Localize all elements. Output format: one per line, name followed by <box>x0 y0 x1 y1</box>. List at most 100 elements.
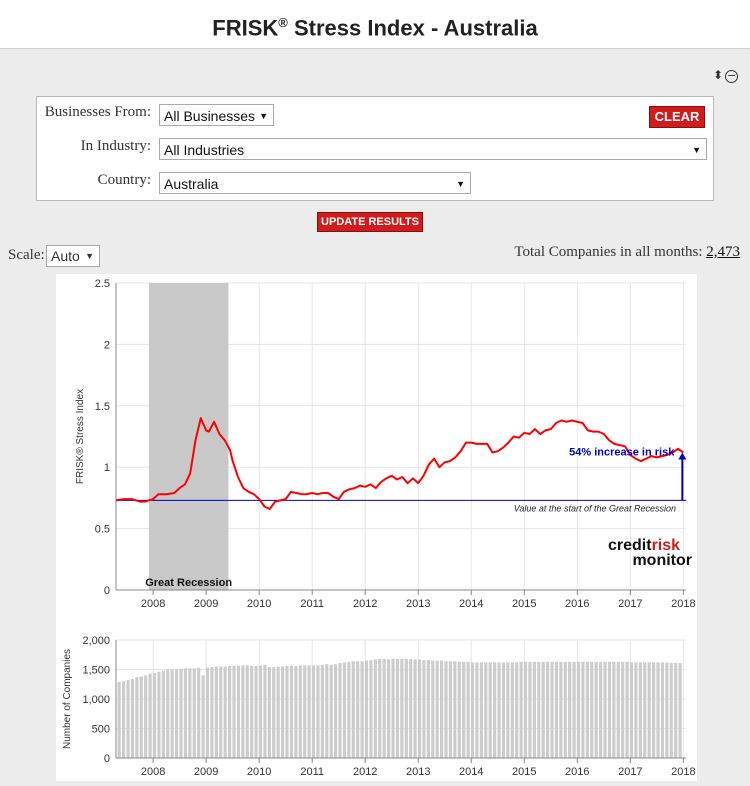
company-count-bar <box>470 662 475 758</box>
company-count-bar <box>117 681 121 758</box>
company-count-bar <box>572 661 576 758</box>
x-tick-label: 2018 <box>671 766 695 778</box>
logo-risk: risk <box>652 537 681 554</box>
company-count-bar <box>594 661 598 758</box>
total-value[interactable]: 2,473 <box>706 244 740 260</box>
company-count-bar <box>175 669 179 758</box>
company-count-bar <box>638 662 642 758</box>
company-count-bar <box>453 661 457 758</box>
company-count-bar <box>568 661 572 758</box>
x-tick-label: 2015 <box>512 766 536 778</box>
company-count-bar <box>457 661 461 758</box>
company-count-bar <box>122 681 126 758</box>
company-count-bar <box>188 668 192 758</box>
industry-select[interactable]: All Industries ▼ <box>159 138 707 160</box>
y-tick-label: 2 <box>104 339 110 351</box>
company-count-bar <box>674 663 678 758</box>
company-count-bar <box>263 664 267 758</box>
company-count-bar <box>294 665 298 758</box>
company-count-bar <box>590 661 594 758</box>
total-companies: Total Companies in all months: 2,473 <box>514 244 740 261</box>
company-count-bar <box>475 662 479 758</box>
company-count-bar <box>537 661 541 758</box>
company-count-bar <box>603 661 607 758</box>
company-count-bar <box>426 660 430 758</box>
recession-band <box>148 283 229 590</box>
y-tick-label: 2,000 <box>82 635 110 647</box>
company-count-bar <box>528 661 532 758</box>
company-count-bar <box>678 663 682 758</box>
logo-line2: monitor <box>632 552 692 569</box>
country-label: Country: <box>97 172 151 188</box>
scale-value: Auto <box>51 248 80 264</box>
company-count-bar <box>493 662 497 758</box>
y-tick-label: 1 <box>104 462 110 474</box>
x-tick-label: 2014 <box>459 598 483 610</box>
company-count-bar <box>523 661 528 758</box>
company-count-bar <box>621 661 625 758</box>
company-count-bar <box>338 663 342 758</box>
x-tick-label: 2011 <box>300 598 324 610</box>
company-count-bar <box>585 661 589 758</box>
company-count-bar <box>559 661 563 758</box>
x-tick-label: 2012 <box>353 766 377 778</box>
sort-updown-icon[interactable]: ⬍ <box>713 68 724 82</box>
company-count-bar <box>607 661 612 758</box>
caret-down-icon: ▼ <box>85 251 94 261</box>
company-count-bar <box>148 673 152 758</box>
country-select[interactable]: Australia ▼ <box>159 172 471 194</box>
x-tick-label: 2017 <box>618 766 642 778</box>
x-tick-label: 2010 <box>247 766 271 778</box>
company-count-bar <box>281 666 285 758</box>
company-count-bar <box>576 661 581 758</box>
company-count-bar <box>660 662 665 758</box>
company-count-bar <box>404 658 408 758</box>
caret-down-icon: ▼ <box>456 179 465 189</box>
panel-controls: ⬍ − <box>713 68 739 83</box>
baseline-label: Value at the start of the Great Recessio… <box>514 503 676 513</box>
x-tick-label: 2016 <box>565 598 589 610</box>
company-count-bar <box>342 662 347 758</box>
company-count-bar <box>669 663 673 758</box>
company-count-bar <box>501 662 506 758</box>
update-results-button[interactable]: UPDATE RESULTS <box>317 212 423 232</box>
increase-annotation: 54% increase in risk <box>569 446 675 458</box>
company-count-bar <box>387 659 391 758</box>
clear-button[interactable]: CLEAR <box>649 106 705 128</box>
company-count-bar <box>276 666 280 758</box>
businesses-select[interactable]: All Businesses ▼ <box>159 104 274 126</box>
company-count-bar <box>232 665 236 758</box>
company-count-bar <box>546 661 550 758</box>
company-count-bar <box>170 669 174 758</box>
y-tick-label: 1,000 <box>82 694 110 706</box>
businesses-label: Businesses From: <box>44 104 151 120</box>
company-count-bar <box>391 658 395 758</box>
logo-credit: credit <box>608 537 652 554</box>
company-count-bar <box>157 671 161 758</box>
company-count-bar <box>364 660 369 758</box>
company-count-bar <box>373 659 377 758</box>
y-tick-label: 2.5 <box>95 278 110 290</box>
x-tick-label: 2015 <box>512 598 536 610</box>
company-count-bar <box>643 662 647 758</box>
company-count-bar <box>519 661 523 758</box>
company-count-bar <box>245 665 249 758</box>
company-count-bar <box>144 675 148 758</box>
x-tick-label: 2018 <box>671 598 695 610</box>
company-count-bar <box>126 680 130 758</box>
company-count-bar <box>599 661 603 758</box>
y-tick-label: 0 <box>104 585 110 597</box>
company-count-bar <box>541 661 545 758</box>
company-count-bar <box>422 660 426 758</box>
frisk-series-line <box>115 417 684 510</box>
x-tick-label: 2014 <box>459 766 483 778</box>
scale-select[interactable]: Auto ▼ <box>46 245 100 267</box>
minus-circle-icon[interactable]: − <box>725 69 739 83</box>
company-count-bar <box>506 662 510 758</box>
company-count-bar <box>356 661 360 758</box>
company-count-bar <box>612 661 616 758</box>
company-count-bar <box>532 661 536 758</box>
company-count-bar <box>254 665 258 758</box>
company-count-bar <box>311 665 316 758</box>
company-count-bar <box>625 661 629 758</box>
